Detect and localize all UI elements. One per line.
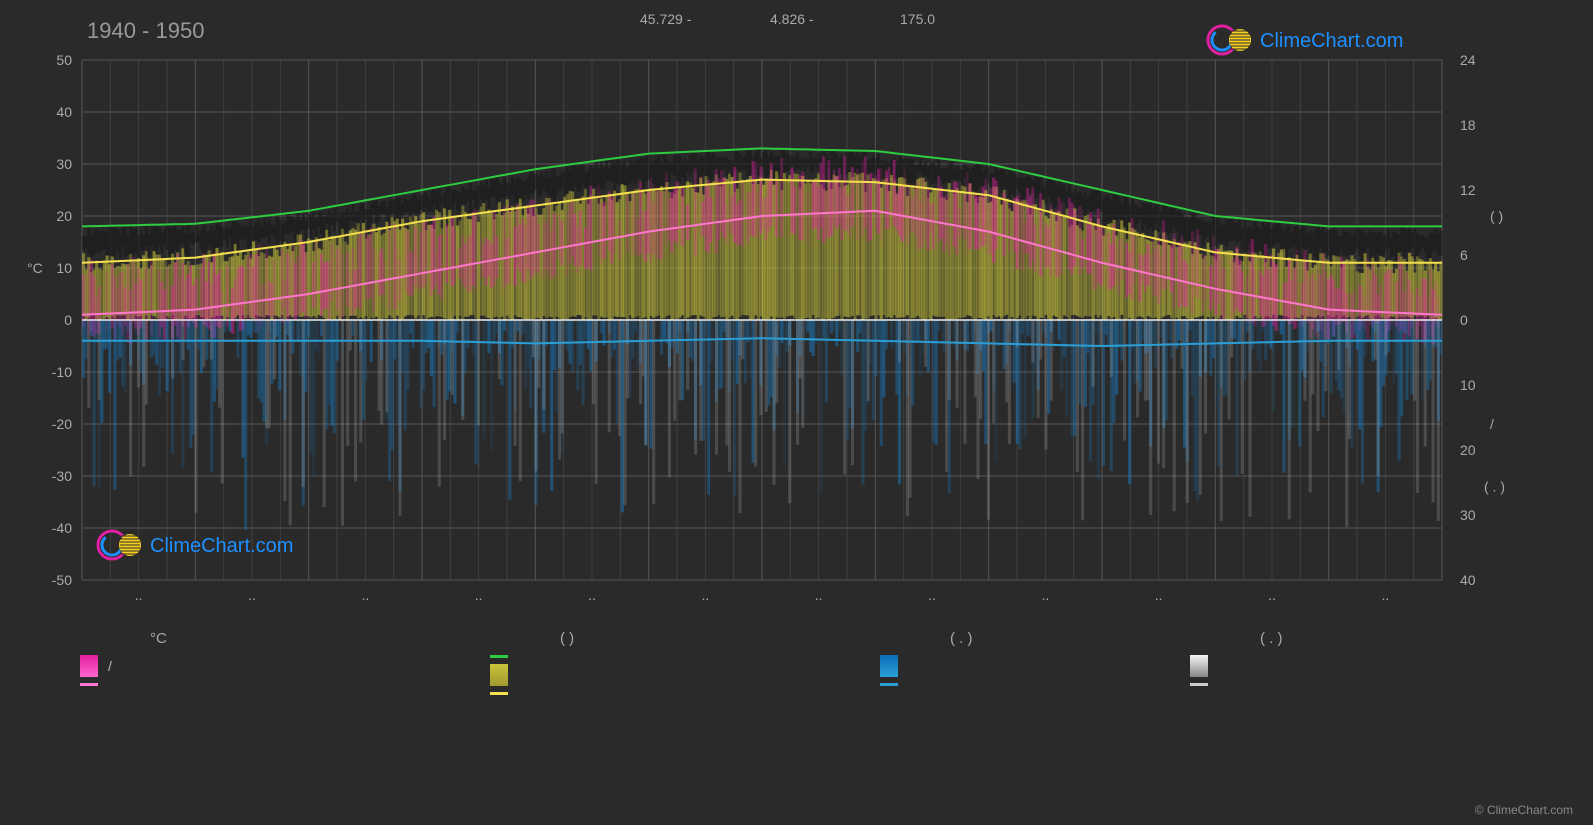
chart-svg: 50 40 30 20 10 0 -10 -20 -30 -40 -50 °C 24 18 12 6 0 ( ) 1… [0,0,1593,620]
legend-row: / [80,655,167,677]
y-right-top-tick: 0 [1460,312,1468,328]
svg-text:( . ): ( . ) [1484,478,1505,494]
header-info: 175.0 [900,11,935,27]
y-left-tick: -30 [52,468,72,484]
y-left-tick: 30 [56,156,72,172]
logo: ClimeChart.com [98,531,293,559]
legend-swatch [880,655,898,677]
logo: ClimeChart.com [1208,26,1403,54]
legend-title: ( ) [560,630,574,647]
x-tick: .. [1041,587,1049,603]
y-left-tick: 0 [64,312,72,328]
copyright: © ClimeChart.com [1475,803,1573,817]
title-range: 1940 - 1950 [87,18,204,43]
legend-swatch [1190,655,1208,677]
x-tick: .. [1381,587,1389,603]
legend-column: ( ) [490,630,574,701]
legend-row [490,655,574,658]
y-right-top-tick: 6 [1460,247,1468,263]
y-left-tick: 40 [56,104,72,120]
x-tick: .. [1268,587,1276,603]
legend-swatch [490,692,508,695]
climate-chart: 50 40 30 20 10 0 -10 -20 -30 -40 -50 °C 24 18 12 6 0 ( ) 1… [0,0,1593,825]
y-left-tick: -20 [52,416,72,432]
y-right-bottom-tick: 40 [1460,572,1476,588]
y-right-bottom-tick: 20 [1460,442,1476,458]
x-tick: .. [701,587,709,603]
legend-row [880,655,973,677]
legend-column: ( . ) [1190,630,1283,692]
legend-title: ( . ) [950,630,973,647]
legend-row [1190,683,1283,686]
y-left-label: °C [27,260,43,276]
legend-swatch [1190,683,1208,686]
svg-text:/: / [1490,416,1494,432]
legend-swatch [880,683,898,686]
legend-title: ( . ) [1260,630,1283,647]
x-tick: .. [361,587,369,603]
y-left-tick: 20 [56,208,72,224]
x-tick: .. [475,587,483,603]
y-right-top-tick: 18 [1460,117,1476,133]
y-left-tick: 50 [56,52,72,68]
header-info: 45.729 - [640,11,692,27]
legend-swatch [80,655,98,677]
legend-swatch [490,655,508,658]
legend-column: °C / [80,630,167,692]
x-tick: .. [815,587,823,603]
svg-text:ClimeChart.com: ClimeChart.com [1260,30,1403,52]
y-right-bottom-tick: 30 [1460,507,1476,523]
y-left-tick: -50 [52,572,72,588]
legend-column: ( . ) [880,630,973,692]
y-right-top-tick: 24 [1460,52,1476,68]
header-info: 4.826 - [770,11,814,27]
x-tick: .. [588,587,596,603]
x-tick: .. [135,587,143,603]
legend-row [490,664,574,686]
legend-row [1190,655,1283,677]
legend-row [490,692,574,695]
legend-row [880,683,973,686]
legend-row [80,683,167,686]
y-left-tick: 10 [56,260,72,276]
legend-label: / [108,658,112,674]
x-tick: .. [928,587,936,603]
legend-swatch [490,664,508,686]
y-right-top-unit: ( ) [1490,208,1503,224]
legend-title: °C [150,630,167,647]
y-left-tick: -40 [52,520,72,536]
svg-text:ClimeChart.com: ClimeChart.com [150,535,293,557]
y-left-tick: -10 [52,364,72,380]
x-tick: .. [248,587,256,603]
y-right-top-tick: 12 [1460,182,1476,198]
x-tick: .. [1155,587,1163,603]
legend-swatch [80,683,98,686]
y-right-bottom-tick: 10 [1460,377,1476,393]
